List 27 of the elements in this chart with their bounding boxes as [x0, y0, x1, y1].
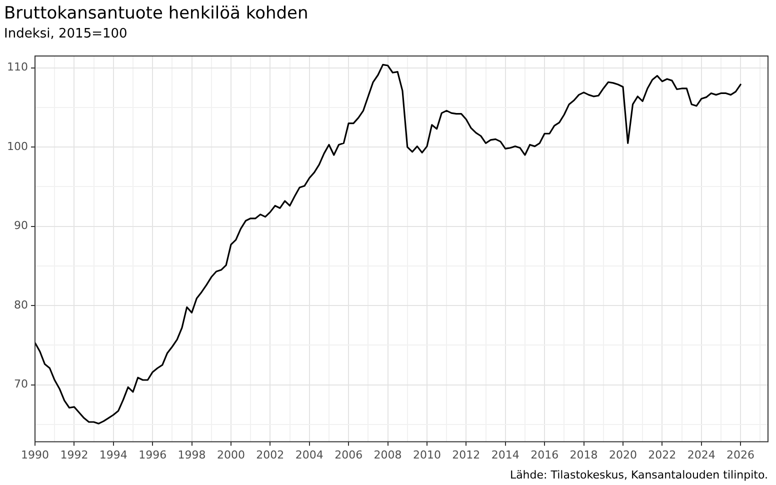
y-tick-label: 100 — [6, 140, 28, 153]
x-tick-label: 2002 — [256, 448, 284, 462]
x-tick-label: 2022 — [648, 448, 676, 462]
x-tick-label: 2018 — [570, 448, 598, 462]
x-tick-label: 2006 — [334, 448, 363, 462]
x-tick-label: 2026 — [726, 448, 755, 462]
y-tick-label: 80 — [14, 298, 28, 312]
x-tick-label: 2008 — [374, 448, 402, 462]
x-tick-label: 2014 — [491, 448, 520, 462]
text: Lähde: Tilastokeskus, Kansantalouden tilinpito. — [510, 468, 768, 482]
x-tick-label: 2000 — [216, 448, 245, 462]
x-tick-label: 2020 — [608, 448, 637, 462]
x-tick-label: 1992 — [60, 448, 88, 462]
x-tick-label: 2004 — [295, 448, 324, 462]
x-tick-label: 1996 — [138, 448, 167, 462]
x-tick-label: 2010 — [412, 448, 441, 462]
y-tick-label: 70 — [14, 378, 28, 391]
y-tick-label: 110 — [6, 60, 28, 74]
y-tick-label: 90 — [14, 219, 28, 232]
x-tick-label: 1998 — [178, 448, 206, 462]
x-tick-label: 1990 — [20, 448, 49, 462]
x-tick-label: 1994 — [99, 448, 128, 462]
chart-title: Bruttokansantuote henkilöä kohden — [4, 4, 308, 24]
x-tick-label: 2012 — [452, 448, 480, 462]
x-tick-label: 2016 — [530, 448, 559, 462]
x-tick-label: 2024 — [687, 448, 716, 462]
chart-subtitle: Indeksi, 2015=100 — [4, 26, 128, 42]
